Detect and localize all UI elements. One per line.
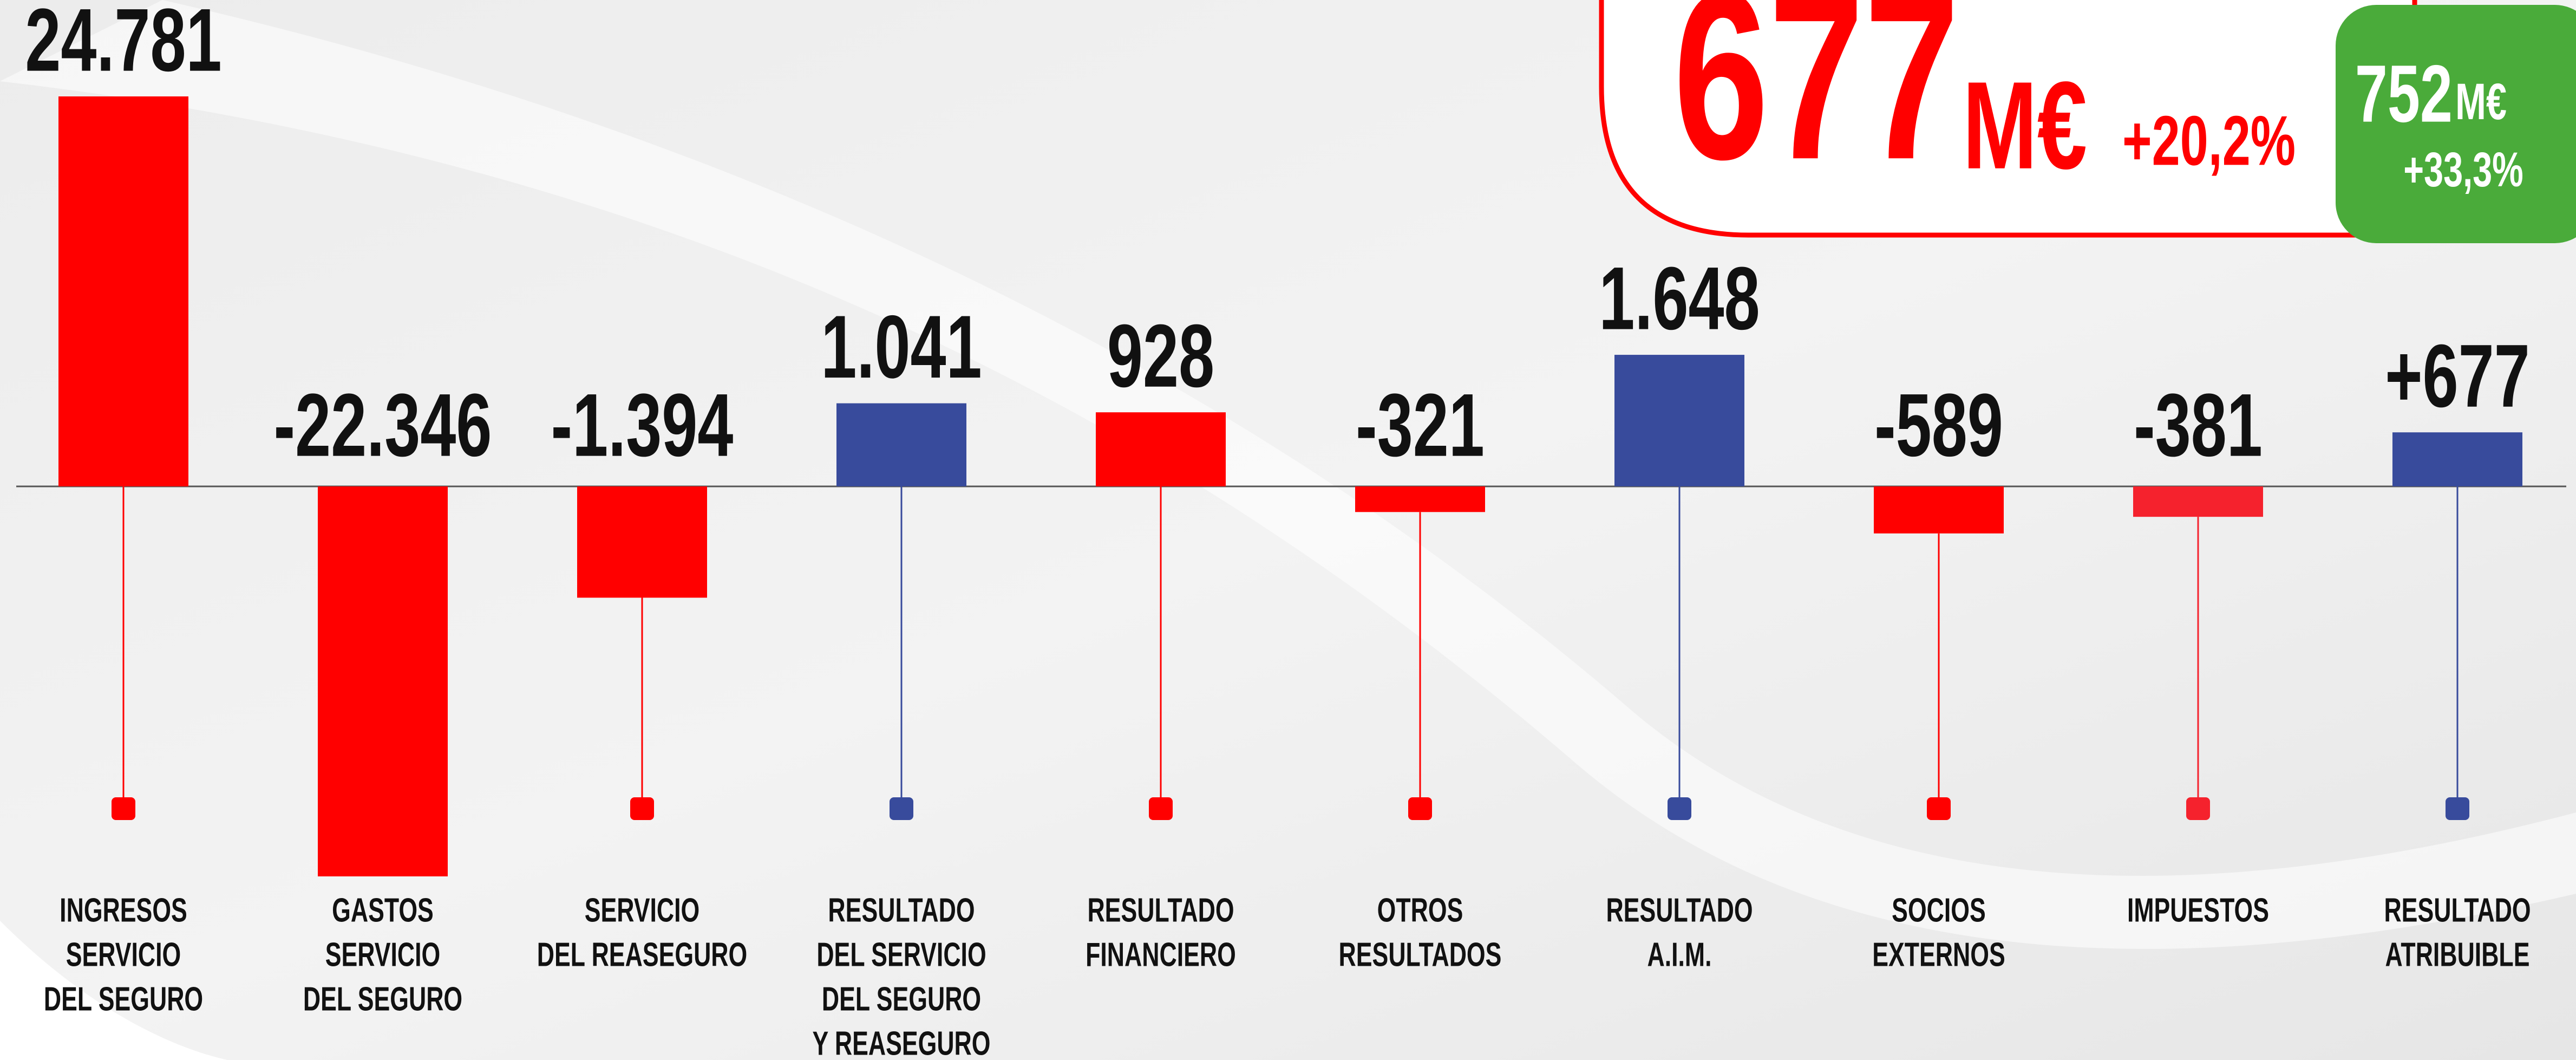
x-tick-label: SERVICIO bbox=[325, 936, 440, 973]
marker bbox=[2186, 797, 2210, 820]
x-tick-label: RESULTADO bbox=[828, 892, 975, 929]
bar bbox=[1355, 486, 1485, 512]
background-swoosh bbox=[0, 0, 2576, 949]
value-label: +677 bbox=[2385, 327, 2530, 426]
value-label: -381 bbox=[2134, 376, 2263, 476]
value-label: -1.394 bbox=[551, 376, 734, 476]
x-tick-label: DEL SERVICIO bbox=[816, 936, 986, 973]
badge-box bbox=[2336, 5, 2576, 243]
value-label: -22.346 bbox=[274, 376, 492, 476]
x-tick-label: RESULTADO bbox=[1606, 892, 1753, 929]
bar bbox=[1614, 355, 1744, 486]
x-tick-label: RESULTADO bbox=[1087, 892, 1234, 929]
x-tick-label: Y REASEGURO bbox=[812, 1025, 990, 1060]
x-tick-label: GASTOS bbox=[332, 892, 434, 929]
x-tick-label: RESULTADO bbox=[2384, 892, 2531, 929]
value-label: 928 bbox=[1107, 307, 1214, 406]
x-tick-label: DEL SEGURO bbox=[303, 980, 462, 1018]
x-tick-label: EXTERNOS bbox=[1872, 936, 2005, 973]
headline-change: +20,2% bbox=[2122, 101, 2296, 180]
x-tick-label: SOCIOS bbox=[1892, 892, 1986, 929]
badge-value: 752 bbox=[2355, 48, 2453, 139]
value-label: -589 bbox=[1874, 376, 2003, 476]
background-corner bbox=[0, 921, 227, 1060]
value-label: -321 bbox=[1356, 376, 1485, 476]
bar bbox=[836, 403, 966, 486]
x-tick-label: FINANCIERO bbox=[1086, 936, 1236, 973]
x-tick-label: SERVICIO bbox=[66, 936, 181, 973]
headline-value: 677 bbox=[1673, 0, 1960, 209]
bar bbox=[2392, 432, 2522, 486]
bar bbox=[1874, 486, 2004, 534]
headline-box bbox=[1599, 0, 2417, 238]
marker bbox=[1408, 797, 1432, 820]
marker bbox=[1927, 797, 1951, 820]
marker bbox=[890, 797, 913, 820]
x-tick-label: IMPUESTOS bbox=[2127, 892, 2269, 929]
badge-change: +33,3% bbox=[2403, 142, 2523, 197]
chart-layer: 24.781 INGRESOS SERVICIO DEL SEGURO -22.346 G… bbox=[25, 0, 2531, 1060]
x-tick-label: INGRESOS bbox=[60, 892, 187, 929]
bar bbox=[58, 96, 188, 486]
bar bbox=[577, 486, 707, 598]
x-tick-label: DEL REASEGURO bbox=[537, 936, 748, 973]
marker bbox=[630, 797, 654, 820]
x-tick-label: RESULTADOS bbox=[1339, 936, 1502, 973]
marker bbox=[1668, 797, 1691, 820]
marker bbox=[1149, 797, 1173, 820]
x-tick-label: DEL SEGURO bbox=[822, 980, 981, 1018]
bar bbox=[2133, 486, 2263, 517]
x-tick-label: OTROS bbox=[1377, 892, 1463, 929]
marker bbox=[112, 797, 135, 820]
marker bbox=[371, 797, 395, 820]
badge-unit: M€ bbox=[2455, 73, 2507, 131]
x-tick-label: ATRIBUIBLE bbox=[2385, 936, 2530, 973]
marker bbox=[2446, 797, 2469, 820]
x-tick-label: SERVICIO bbox=[585, 892, 699, 929]
value-label: 1.041 bbox=[821, 297, 982, 397]
x-tick-label: DEL SEGURO bbox=[44, 980, 203, 1018]
value-label: 24.781 bbox=[25, 0, 221, 90]
bar bbox=[1096, 412, 1226, 486]
headline-unit: M€ bbox=[1963, 56, 2087, 195]
value-label: 1.648 bbox=[1599, 249, 1760, 349]
x-tick-label: A.I.M. bbox=[1647, 936, 1711, 973]
